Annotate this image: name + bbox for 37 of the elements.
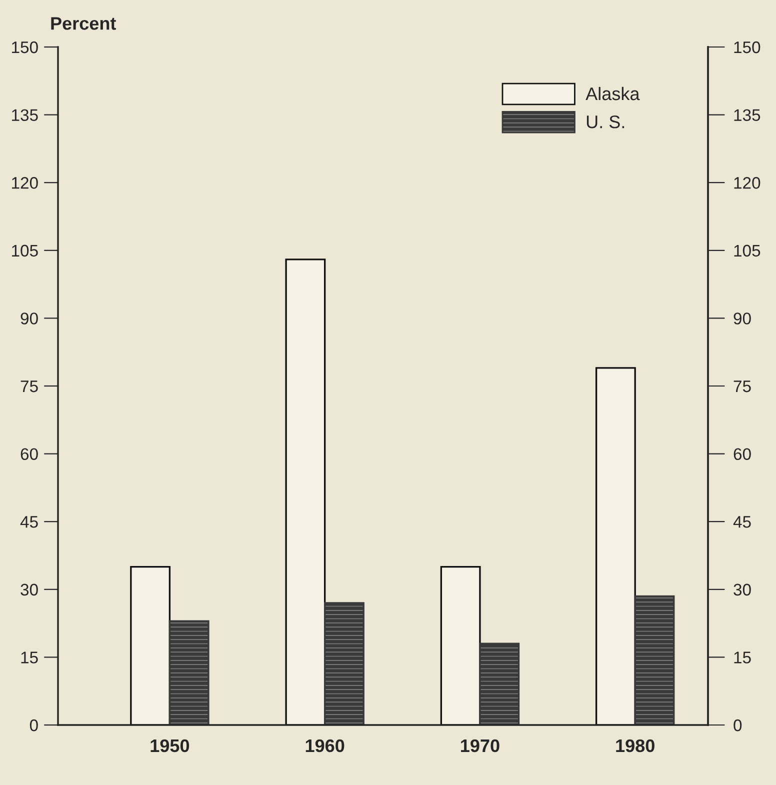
- x-tick-label: 1980: [616, 739, 654, 752]
- y-tick-label: 45: [20, 516, 38, 528]
- x-tick-label: 1950: [150, 739, 190, 752]
- bar: [130, 566, 171, 725]
- bar: [285, 258, 326, 725]
- y2-tick-label: 60: [734, 448, 751, 460]
- y2-tick-label: 150: [734, 41, 760, 54]
- y-tick-label: 75: [20, 380, 38, 392]
- bar: [595, 367, 636, 725]
- y-tick-label: 15: [21, 652, 38, 664]
- y2-tick-label: 90: [734, 312, 751, 324]
- x-tick-label: 1960: [306, 739, 344, 752]
- y2-tick-label: 30: [734, 584, 751, 596]
- y-tick-label: 60: [20, 448, 38, 460]
- y-tick-label: 135: [12, 109, 38, 122]
- y-tick-label: 150: [12, 41, 38, 54]
- bar: [324, 602, 364, 725]
- bar: [168, 620, 210, 725]
- bar: [634, 595, 675, 725]
- y-tick-label: 0: [30, 719, 38, 732]
- y-tick-label: 30: [20, 584, 38, 596]
- y-tick-label: 90: [20, 312, 38, 324]
- y-tick-label: 120: [12, 177, 38, 189]
- y2-tick-label: 105: [734, 244, 760, 257]
- y2-tick-label: 120: [734, 177, 760, 189]
- y2-tick-label: 0: [734, 719, 742, 732]
- bar: [479, 642, 520, 725]
- y-axis-title: Percent: [51, 17, 116, 30]
- y2-tick-label: 75: [734, 380, 751, 392]
- y2-tick-label: 135: [734, 109, 760, 122]
- bar: [440, 566, 481, 725]
- legend-label: U. S.: [586, 115, 624, 128]
- y2-tick-label: 45: [733, 516, 751, 528]
- y2-tick-label: 15: [734, 652, 751, 664]
- y-tick-label: 105: [12, 244, 38, 257]
- x-tick-label: 1970: [461, 739, 500, 752]
- legend-label: Alaska: [586, 86, 640, 100]
